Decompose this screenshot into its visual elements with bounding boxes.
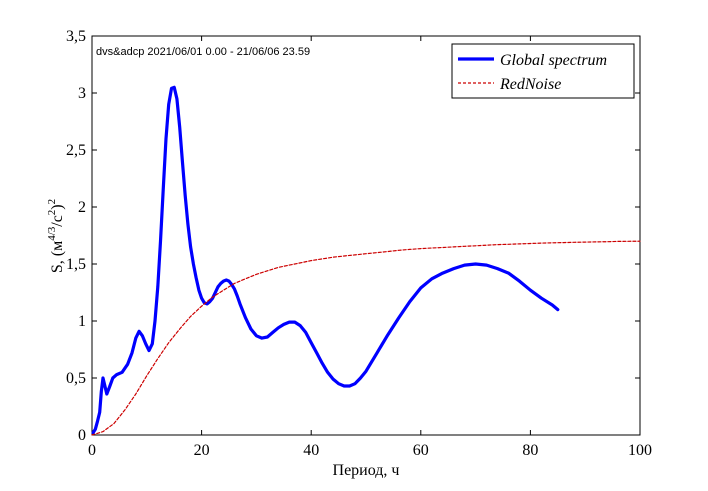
series-line-global-spectrum xyxy=(91,85,560,435)
legend-label-global-spectrum: Global spectrum xyxy=(500,52,607,69)
x-axis-label: Период, ч xyxy=(333,462,400,479)
x-axis: 0 20 40 60 80 100 xyxy=(88,36,652,459)
series-layer xyxy=(91,85,641,436)
chart-annotation: dvs&adcp 2021/06/01 0.00 - 21/06/06 23.5… xyxy=(96,46,310,58)
legend-label-rednoise: RedNoise xyxy=(499,76,561,93)
x-tick-label: 40 xyxy=(303,442,319,459)
series-line-rednoise xyxy=(91,240,641,436)
x-tick-label: 100 xyxy=(628,442,652,459)
y-tick-label: 0,5 xyxy=(66,370,86,387)
y-tick-label: 2,5 xyxy=(66,142,86,159)
y-axis-label: S, (м4/3/c2)2 xyxy=(46,199,66,273)
x-tick-label: 20 xyxy=(194,442,210,459)
legend-box xyxy=(451,43,635,99)
x-tick-label: 0 xyxy=(88,442,96,459)
legend: Global spectrum RedNoise xyxy=(451,43,635,99)
x-tick-label: 60 xyxy=(413,442,429,459)
y-tick-label: 2 xyxy=(78,199,86,216)
x-tick-label: 80 xyxy=(522,442,538,459)
y-tick-label: 3,5 xyxy=(66,28,86,45)
y-tick-label: 1 xyxy=(78,313,86,330)
y-tick-label: 3 xyxy=(78,85,86,102)
y-axis: 0 0,5 1 1,5 2 2,5 3 3,5 xyxy=(66,28,640,444)
y-tick-label: 1,5 xyxy=(66,256,86,273)
y-tick-label: 0 xyxy=(78,427,86,444)
